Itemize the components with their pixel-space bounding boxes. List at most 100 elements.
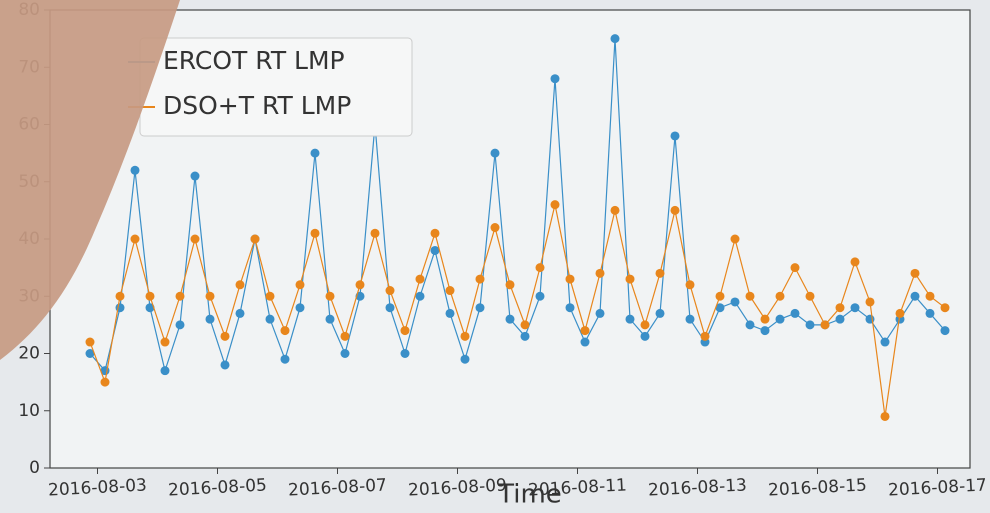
series-line — [89, 204, 946, 417]
point — [280, 326, 290, 336]
point — [445, 286, 455, 296]
point — [805, 291, 815, 301]
point — [595, 268, 605, 278]
point — [910, 291, 920, 301]
point — [340, 349, 350, 358]
point — [265, 314, 275, 324]
point — [565, 303, 575, 313]
point — [790, 308, 800, 318]
point — [610, 34, 620, 44]
point — [220, 331, 230, 341]
point — [460, 331, 470, 341]
point — [655, 268, 665, 278]
point — [355, 280, 365, 290]
point — [880, 411, 890, 421]
point — [175, 320, 185, 330]
point — [205, 291, 215, 301]
point — [265, 291, 275, 301]
point — [205, 314, 215, 324]
point — [430, 245, 440, 255]
point — [250, 234, 260, 244]
point — [85, 349, 95, 358]
point — [835, 314, 845, 324]
point — [715, 303, 725, 313]
point — [850, 257, 860, 267]
point — [295, 303, 305, 313]
point — [775, 291, 785, 301]
point — [670, 205, 680, 215]
point — [880, 337, 890, 347]
point — [160, 337, 170, 347]
series — [85, 200, 950, 421]
point — [235, 280, 245, 290]
point — [295, 280, 305, 290]
point — [790, 263, 800, 273]
point — [175, 291, 185, 301]
point — [400, 326, 410, 336]
point — [310, 228, 320, 238]
point — [760, 326, 770, 336]
point — [460, 354, 470, 364]
point — [505, 314, 515, 324]
point — [925, 291, 935, 301]
legend-label: DSO+T RT LMP — [163, 91, 351, 120]
finger — [0, 0, 180, 360]
point — [130, 234, 140, 244]
point — [745, 320, 755, 330]
point — [625, 314, 635, 324]
legend-label: ERCOT RT LMP — [163, 46, 345, 75]
point — [325, 314, 335, 324]
point — [490, 148, 500, 158]
y-tick-label: 20 — [18, 344, 40, 364]
point — [505, 280, 515, 290]
point — [535, 291, 545, 301]
point — [475, 274, 485, 284]
point — [490, 223, 500, 233]
legend: ERCOT RT LMP DSO+T RT LMP — [128, 37, 413, 137]
point — [100, 377, 110, 387]
point — [655, 308, 665, 318]
point — [580, 337, 590, 347]
point — [370, 228, 380, 238]
point — [190, 234, 200, 244]
point — [925, 308, 935, 318]
point — [775, 314, 785, 324]
point — [640, 331, 650, 341]
point — [385, 303, 395, 313]
point — [940, 303, 950, 313]
point — [235, 308, 245, 318]
point — [565, 274, 575, 284]
point — [550, 200, 560, 210]
point — [520, 331, 530, 341]
point — [340, 331, 350, 341]
point — [535, 263, 545, 273]
point — [220, 360, 230, 370]
point — [445, 308, 455, 318]
point — [640, 320, 650, 330]
point — [145, 303, 155, 313]
point — [700, 331, 710, 341]
point — [310, 148, 320, 158]
point — [85, 337, 95, 347]
point — [745, 291, 755, 301]
point — [325, 291, 335, 301]
point — [550, 74, 560, 84]
y-tick-label: 0 — [29, 458, 40, 478]
point — [760, 314, 770, 324]
point — [820, 320, 830, 330]
point — [580, 326, 590, 336]
point — [910, 268, 920, 278]
point — [595, 308, 605, 318]
point — [385, 286, 395, 296]
point — [190, 171, 200, 181]
series-line — [89, 38, 946, 373]
point — [130, 165, 140, 175]
point — [835, 303, 845, 313]
point — [610, 205, 620, 215]
point — [730, 234, 740, 244]
point — [475, 303, 485, 313]
x-axis-label: Time — [497, 480, 562, 510]
point — [415, 291, 425, 301]
point — [115, 291, 125, 301]
